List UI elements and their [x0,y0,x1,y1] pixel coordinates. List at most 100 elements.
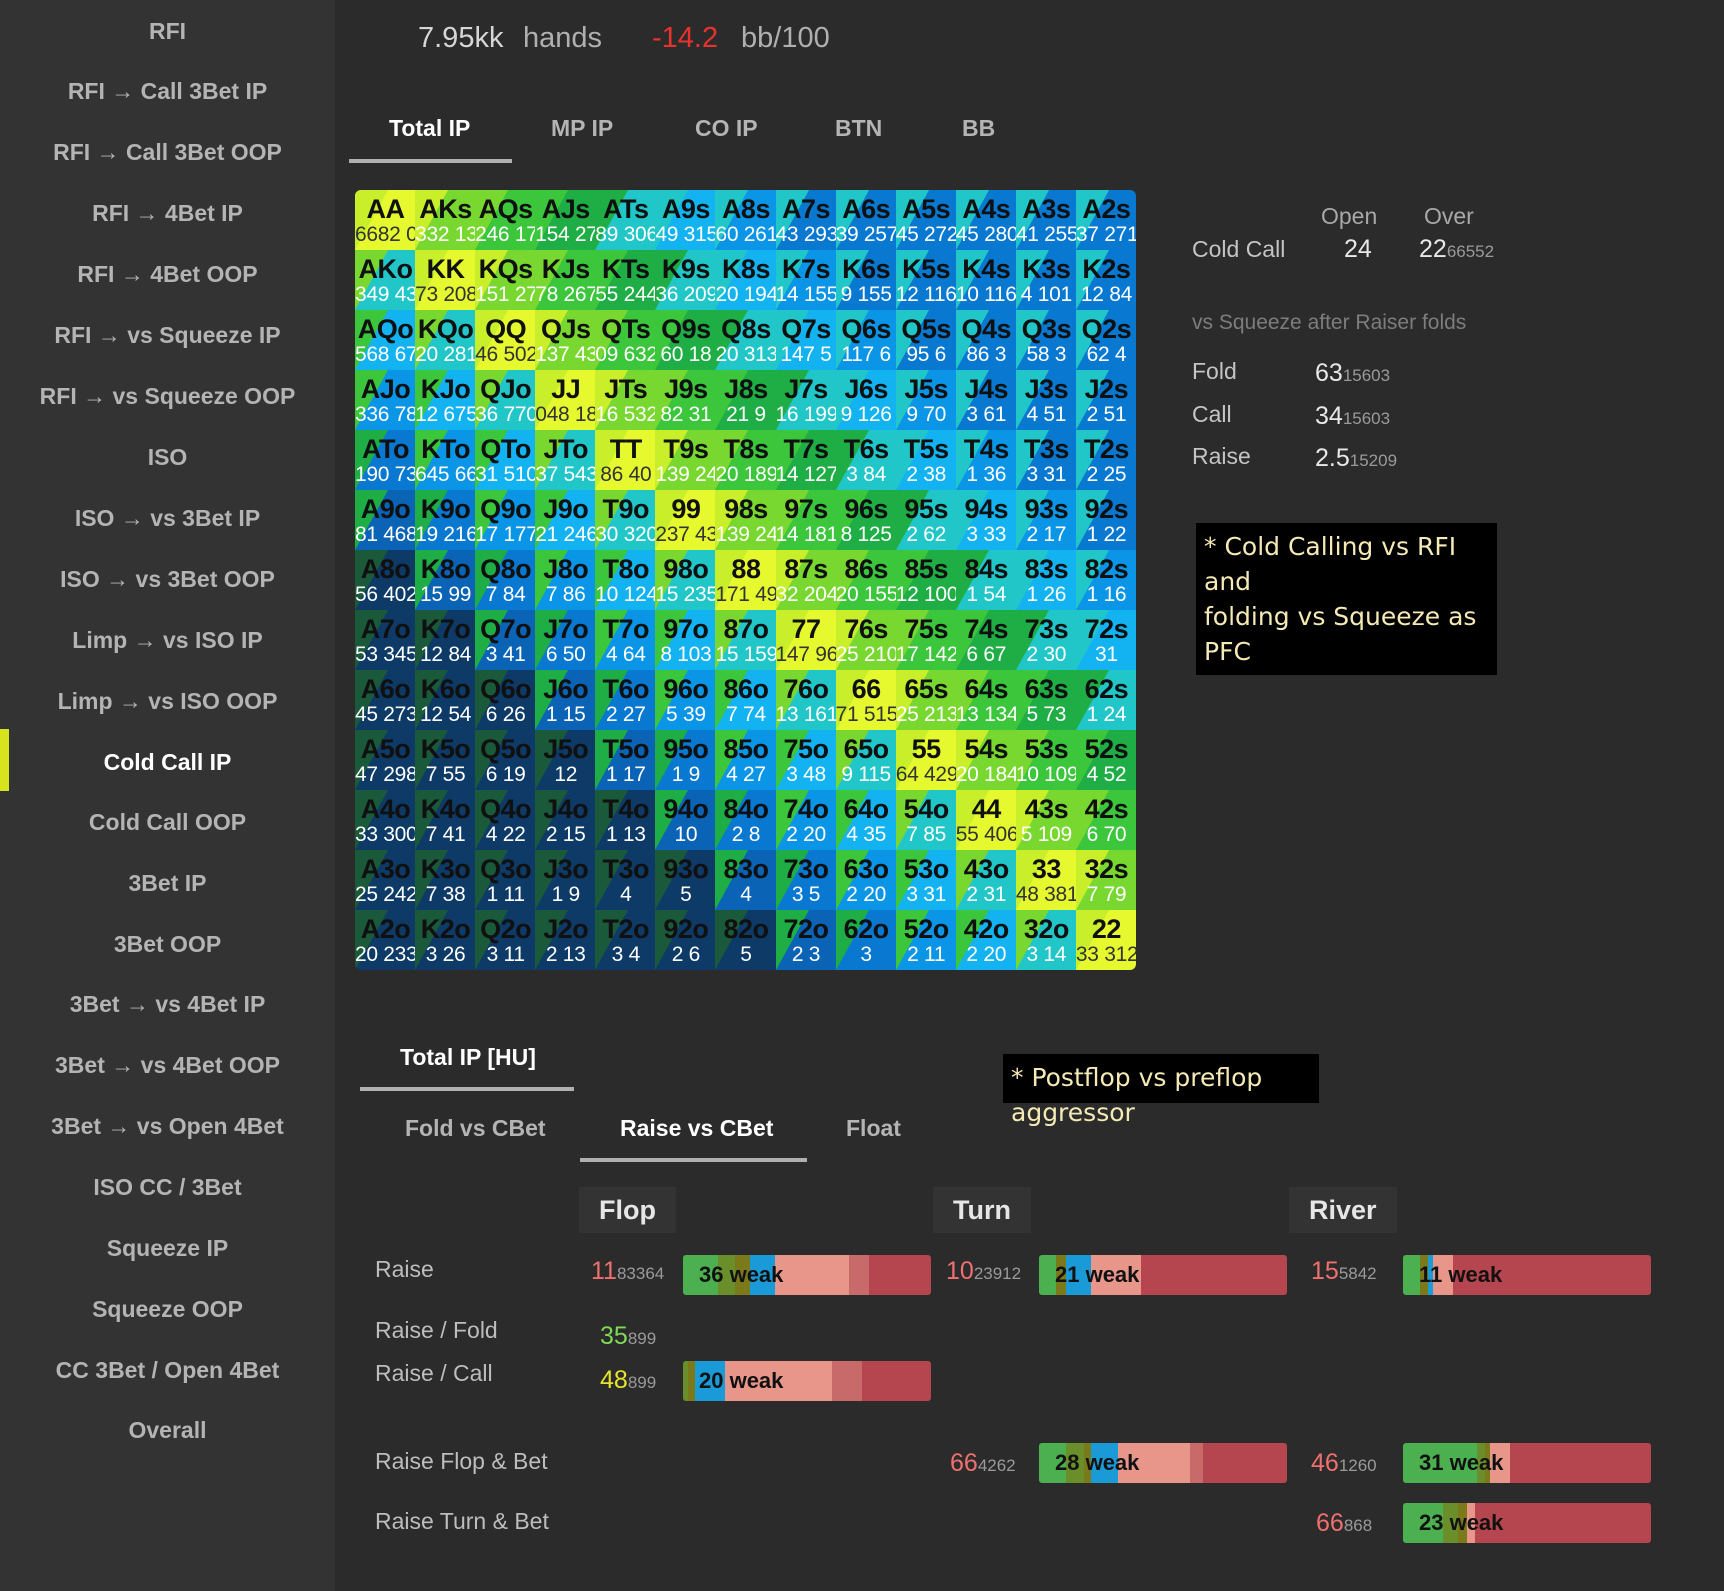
range-cell-T9o[interactable]: T9o 30 320 [595,490,657,550]
range-cell-J9s[interactable]: J9s 82 31 [655,370,717,430]
range-cell-K8s[interactable]: K8s 20 194 [715,250,777,310]
range-cell-A8s[interactable]: A8s 60 261 [715,190,777,250]
range-cell-K2o[interactable]: K2o 3 26 [415,910,477,970]
sidebar-item-15[interactable]: 3Bet OOP [113,931,222,957]
range-cell-74s[interactable]: 74s 6 67 [955,610,1017,670]
range-cell-87s[interactable]: 87s 32 204 [775,550,837,610]
sidebar-item-5[interactable]: RFI → vs Squeeze IP [54,322,281,348]
range-cell-84o[interactable]: 84o 2 8 [715,790,777,850]
range-cell-82s[interactable]: 82s 1 16 [1075,550,1136,610]
tab-total-ip-hu[interactable]: Total IP [HU] [400,1044,536,1070]
sidebar-item-11[interactable]: Limp → vs ISO OOP [57,688,278,714]
range-cell-95o[interactable]: 95o 1 9 [655,730,717,790]
range-cell-62s[interactable]: 62s 1 24 [1075,670,1136,730]
range-cell-52o[interactable]: 52o 2 11 [895,910,957,970]
sidebar-item-2[interactable]: RFI → Call 3Bet OOP [53,139,282,165]
strength-bar[interactable]: 11 weak [1403,1255,1651,1295]
range-cell-T7s[interactable]: T7s 14 127 [775,430,837,490]
range-cell-J8o[interactable]: J8o 7 86 [535,550,597,610]
range-cell-A2o[interactable]: A2o 20 233 [355,910,416,970]
range-cell-J6o[interactable]: J6o 1 15 [535,670,597,730]
range-cell-K4o[interactable]: K4o 7 41 [415,790,477,850]
range-cell-K6s[interactable]: K6s 9 155 [835,250,897,310]
range-cell-QTo[interactable]: QTo 31 510 [475,430,537,490]
range-cell-TT[interactable]: TT 86 40 [595,430,657,490]
range-cell-43s[interactable]: 43s 5 109 [1015,790,1077,850]
range-cell-T3o[interactable]: T3o 4 [595,850,657,910]
tab-action-0[interactable]: Fold vs CBet [405,1115,546,1141]
range-cell-J4o[interactable]: J4o 2 15 [535,790,597,850]
range-cell-K5s[interactable]: K5s 12 116 [895,250,957,310]
range-cell-95s[interactable]: 95s 2 62 [895,490,957,550]
range-cell-85o[interactable]: 85o 4 27 [715,730,777,790]
range-cell-87o[interactable]: 87o 15 159 [715,610,777,670]
strength-bar[interactable]: 36 weak [683,1255,931,1295]
range-cell-J5s[interactable]: J5s 9 70 [895,370,957,430]
range-cell-75o[interactable]: 75o 3 48 [775,730,837,790]
range-cell-QTs[interactable]: QTs 09 632 [595,310,657,370]
range-cell-K9o[interactable]: K9o 19 216 [415,490,477,550]
range-cell-K7o[interactable]: K7o 12 84 [415,610,477,670]
range-cell-J2o[interactable]: J2o 2 13 [535,910,597,970]
range-cell-A5o[interactable]: A5o 47 298 [355,730,416,790]
range-cell-JJ[interactable]: JJ 048 18 [535,370,597,430]
range-cell-Q7s[interactable]: Q7s 147 5 [775,310,837,370]
range-cell-A2s[interactable]: A2s 37 271 [1075,190,1136,250]
range-cell-K8o[interactable]: K8o 15 99 [415,550,477,610]
range-cell-96s[interactable]: 96s 8 125 [835,490,897,550]
tab-position-4[interactable]: BB [962,115,996,141]
range-cell-42s[interactable]: 42s 6 70 [1075,790,1136,850]
sidebar-item-23[interactable]: Overall [128,1417,207,1443]
range-cell-K4s[interactable]: K4s 10 116 [955,250,1017,310]
range-cell-53s[interactable]: 53s 10 109 [1015,730,1077,790]
tab-action-2[interactable]: Float [846,1115,901,1141]
range-cell-92s[interactable]: 92s 1 22 [1075,490,1136,550]
range-cell-K7s[interactable]: K7s 14 155 [775,250,837,310]
range-cell-77[interactable]: 77 147 96 [775,610,837,670]
range-cell-76s[interactable]: 76s 25 210 [835,610,897,670]
range-cell-ATs[interactable]: ATs 89 306 [595,190,657,250]
sidebar-item-18[interactable]: 3Bet → vs Open 4Bet [51,1113,284,1139]
range-cell-Q6s[interactable]: Q6s 117 6 [835,310,897,370]
strength-bar[interactable]: 28 weak [1039,1443,1287,1483]
range-cell-T3s[interactable]: T3s 3 31 [1015,430,1077,490]
range-cell-82o[interactable]: 82o 5 [715,910,777,970]
range-cell-T8o[interactable]: T8o 10 124 [595,550,657,610]
range-cell-A9s[interactable]: A9s 49 315 [655,190,717,250]
sidebar-item-19[interactable]: ISO CC / 3Bet [93,1174,242,1200]
sidebar-item-4[interactable]: RFI → 4Bet OOP [77,261,258,287]
range-cell-Q6o[interactable]: Q6o 6 26 [475,670,537,730]
range-cell-K6o[interactable]: K6o 12 54 [415,670,477,730]
strength-bar[interactable]: 20 weak [683,1361,931,1401]
tab-action-1[interactable]: Raise vs CBet [620,1115,774,1141]
range-cell-86s[interactable]: 86s 20 155 [835,550,897,610]
range-cell-J7s[interactable]: J7s 16 199 [775,370,837,430]
range-cell-Q2o[interactable]: Q2o 3 11 [475,910,537,970]
range-cell-A4s[interactable]: A4s 45 280 [955,190,1017,250]
range-cell-84s[interactable]: 84s 1 54 [955,550,1017,610]
range-cell-J9o[interactable]: J9o 21 246 [535,490,597,550]
range-cell-63s[interactable]: 63s 5 73 [1015,670,1077,730]
range-cell-88[interactable]: 88 171 49 [715,550,777,610]
tab-position-1[interactable]: MP IP [551,115,614,141]
range-cell-93s[interactable]: 93s 2 17 [1015,490,1077,550]
range-cell-J3o[interactable]: J3o 1 9 [535,850,597,910]
range-cell-K3o[interactable]: K3o 7 38 [415,850,477,910]
sidebar-item-21[interactable]: Squeeze OOP [92,1296,243,1322]
range-cell-Q7o[interactable]: Q7o 3 41 [475,610,537,670]
range-cell-72s[interactable]: 72s 31 [1075,610,1136,670]
range-cell-53o[interactable]: 53o 3 31 [895,850,957,910]
range-cell-T7o[interactable]: T7o 4 64 [595,610,657,670]
range-cell-73s[interactable]: 73s 2 30 [1015,610,1077,670]
range-cell-A9o[interactable]: A9o 81 468 [355,490,416,550]
range-cell-32s[interactable]: 32s 7 79 [1075,850,1136,910]
range-cell-KJo[interactable]: KJo 12 675 [415,370,477,430]
range-cell-94o[interactable]: 94o 10 [655,790,717,850]
